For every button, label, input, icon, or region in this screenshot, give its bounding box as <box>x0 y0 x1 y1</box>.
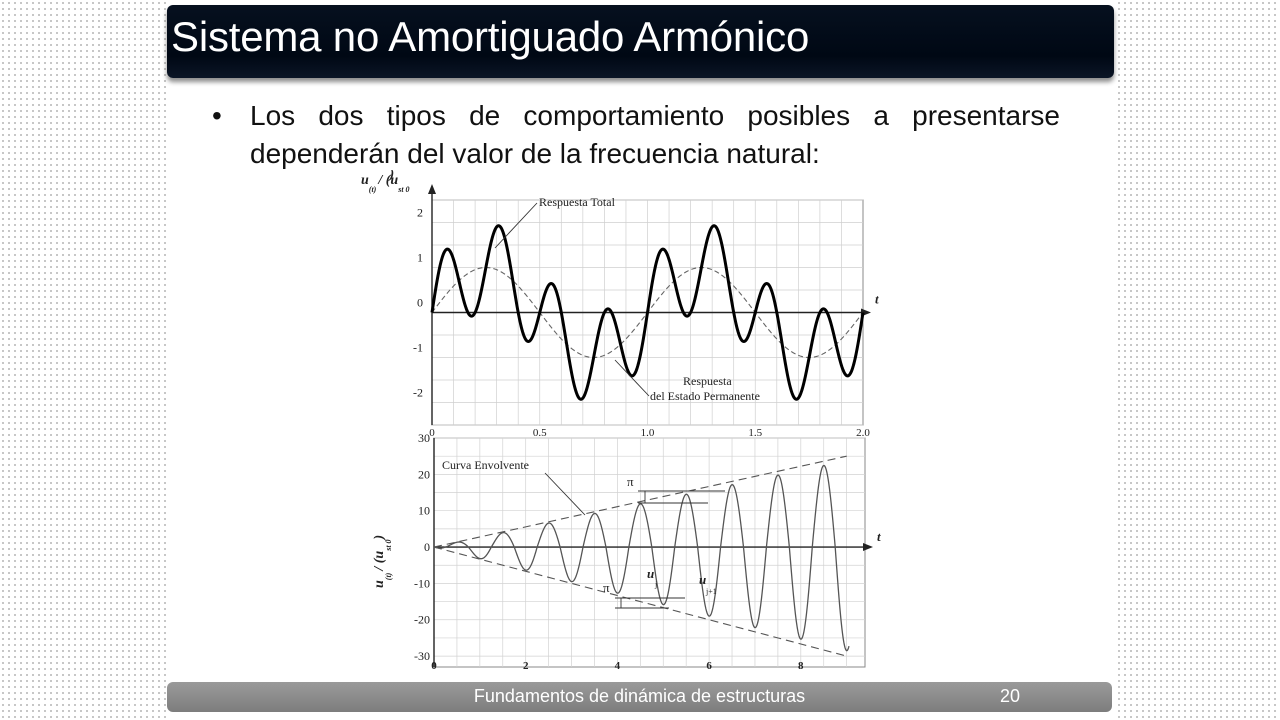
top-series-total <box>430 224 865 401</box>
top-x-tick-label: 2.0 <box>856 427 870 439</box>
slide-title: Sistema no Amortiguado Armónico <box>171 13 810 60</box>
bottom-y-tick-label: -10 <box>414 576 430 590</box>
bullet-text: Los dos tipos de comportamiento posibles… <box>250 100 1060 169</box>
footer-bar: Fundamentos de dinámica de estructuras 2… <box>167 682 1112 712</box>
top-x-tick-label: 0.5 <box>533 427 547 439</box>
top-x-tick-label: 0 <box>429 427 435 439</box>
top-y-tick-label: -1 <box>413 341 423 355</box>
bottom-y-label-close: ) <box>372 535 387 542</box>
top-y-tick-label: -2 <box>413 386 423 400</box>
bottom-y-tick-label: 0 <box>424 540 430 554</box>
bottom-x-tick-label: 4 <box>615 660 621 672</box>
top-y-label-close: ) <box>388 170 395 182</box>
annotation-leader-total <box>494 202 538 249</box>
bottom-y-tick-label: 30 <box>418 431 430 445</box>
bottom-x-arrow <box>863 543 873 552</box>
top-y-tick-label: 2 <box>417 206 423 220</box>
title-bar: Sistema no Amortiguado Armónico <box>167 5 1114 78</box>
bottom-plot-area <box>433 437 866 668</box>
top-x-tick-label: 1.5 <box>748 427 762 439</box>
bottom-series-response <box>433 464 850 652</box>
bottom-y-label-mid: / (u <box>372 551 387 572</box>
bottom-y-label-sub1: (t) <box>384 572 393 580</box>
bottom-x-tick-label: 6 <box>706 660 712 672</box>
top-y-label-sub2: st 0 <box>397 185 409 194</box>
bottom-y-label-u: u <box>372 580 387 588</box>
footer-title: Fundamentos de dinámica de estructuras <box>473 686 806 706</box>
annotation-u-j-sub: j <box>654 580 657 589</box>
top-chart: 0 0.5 1.0 1.5 2.0 2 1 0 -1 -2 u(t)/ (ust 0) t Respue… <box>361 170 879 439</box>
bottom-x-tick-label: 8 <box>798 660 804 672</box>
top-y-tick-label: 1 <box>417 251 423 265</box>
bottom-x-tick-label: 2 <box>523 660 529 672</box>
top-y-axis-label: u(t)/ (ust 0) <box>361 170 410 194</box>
bottom-y-tick-label: 10 <box>418 504 430 518</box>
annotation-leader-steady <box>614 359 650 397</box>
top-y-label-u: u <box>361 173 369 188</box>
bottom-x-tick-label: 0 <box>431 660 437 672</box>
annotation-leader-envolvente <box>544 472 586 516</box>
bottom-x-axis-label: t <box>877 529 881 544</box>
bottom-y-tick-label: -20 <box>414 613 430 627</box>
bottom-y-axis-label: u(t)/ (ust 0) <box>372 535 393 588</box>
top-y-label-mid: / (u <box>377 173 398 188</box>
annotation-curva-envolvente: Curva Envolvente <box>442 458 529 472</box>
annotation-u-j: u <box>647 566 654 581</box>
annotation-estado-permanente: del Estado Permanente <box>650 389 760 403</box>
page-number: 20 <box>999 686 1020 706</box>
annotation-respuesta: Respuesta <box>683 374 732 388</box>
bottom-y-tick-label: 20 <box>418 467 430 481</box>
top-y-arrow <box>428 184 436 194</box>
top-y-tick-label: 0 <box>417 296 423 310</box>
top-y-label-sub1: (t) <box>369 185 377 194</box>
top-x-axis-label: t <box>875 292 879 307</box>
bottom-y-label-sub2: st 0 <box>384 539 393 551</box>
bottom-envelope-lower <box>433 546 847 657</box>
annotation-u-j1-sub: j+1 <box>705 587 717 596</box>
annotation-u-j1: u <box>699 572 706 587</box>
bottom-y-tick-label: -30 <box>414 649 430 663</box>
bottom-envelope-upper <box>433 455 847 548</box>
annotation-respuesta-total: Respuesta Total <box>539 195 616 209</box>
bullet-symbol: • <box>212 100 222 131</box>
annotation-pi-lower: π <box>603 580 610 595</box>
annotation-pi-upper: π <box>627 474 634 489</box>
top-x-tick-label: 1.0 <box>641 427 655 439</box>
